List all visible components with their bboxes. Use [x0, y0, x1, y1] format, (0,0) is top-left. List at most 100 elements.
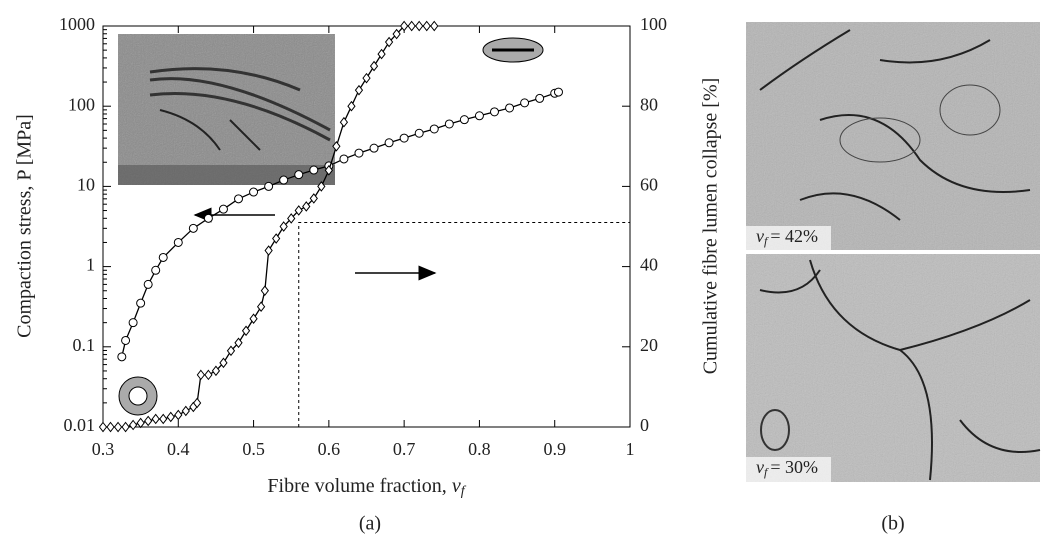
point: [444, 119, 454, 129]
point: [324, 165, 333, 176]
x-tick-label: 1: [626, 439, 635, 459]
point: [226, 345, 236, 357]
point: [354, 84, 364, 96]
point: [128, 419, 138, 431]
point: [174, 409, 183, 421]
point: [474, 111, 484, 121]
series-line: [121, 91, 559, 357]
micrograph-bottom: [746, 254, 1041, 482]
point: [173, 237, 183, 247]
point: [489, 107, 499, 117]
y2-tick-label: 60: [640, 175, 658, 195]
point: [505, 103, 515, 113]
plot-frame: [102, 25, 631, 428]
point: [309, 165, 319, 175]
point: [136, 417, 145, 429]
point: [272, 233, 281, 244]
panel-label: (a): [359, 513, 381, 535]
point: [121, 421, 130, 433]
point: [204, 369, 213, 381]
point: [369, 60, 379, 72]
y2-tick-label: 100: [640, 14, 667, 34]
point: [294, 205, 303, 216]
point: [332, 140, 341, 152]
inset-image: [118, 34, 335, 185]
point: [459, 115, 469, 125]
guide-line: [298, 221, 630, 427]
point: [117, 352, 127, 362]
point: [106, 421, 115, 433]
point: [414, 128, 424, 138]
point: [211, 365, 221, 377]
point: [143, 279, 153, 289]
point: [317, 181, 326, 192]
point: [369, 143, 379, 153]
point: [151, 265, 161, 275]
point: [121, 335, 131, 345]
point: [339, 154, 349, 164]
point: [196, 369, 206, 381]
x-tick-label: 0.5: [242, 439, 265, 459]
y2-tick-label: 40: [640, 255, 658, 275]
point: [377, 48, 386, 60]
point: [144, 415, 153, 427]
point: [279, 221, 288, 232]
micrograph-top: [746, 22, 1040, 250]
point: [400, 20, 409, 32]
point: [166, 411, 175, 423]
point: [553, 87, 563, 97]
point: [264, 181, 274, 191]
x-tick-label: 0.7: [393, 439, 416, 459]
point: [339, 116, 349, 128]
y2-tick-label: 80: [640, 94, 658, 114]
point: [362, 72, 371, 84]
point: [279, 175, 289, 185]
point: [347, 100, 356, 112]
y-axis-label: Compaction stress, P [MPa]: [14, 114, 36, 338]
point: [203, 213, 213, 223]
point: [415, 20, 424, 32]
point: [384, 138, 394, 148]
x-tick-label: 0.6: [318, 439, 341, 459]
x-tick-label: 0.3: [92, 439, 115, 459]
point: [151, 413, 160, 425]
point: [188, 223, 198, 233]
point: [128, 318, 138, 328]
icon-ring-hole: [128, 386, 148, 406]
y-tick-label: 10: [77, 175, 95, 195]
point: [302, 201, 311, 212]
y-tick-label: 0.01: [64, 415, 96, 435]
point: [520, 98, 530, 108]
point: [535, 93, 545, 103]
point: [354, 148, 364, 158]
point: [264, 245, 273, 256]
point: [234, 337, 243, 349]
point: [392, 28, 401, 40]
y2-axis-label: Cumulative fibre lumen collapse [%]: [700, 78, 722, 375]
point: [192, 397, 202, 409]
y2-tick-label: 20: [640, 335, 658, 355]
point: [407, 20, 416, 32]
y-tick-label: 0.1: [73, 335, 96, 355]
point: [430, 20, 439, 32]
point: [384, 36, 394, 48]
y-tick-label: 1: [86, 255, 95, 275]
x-tick-label: 0.8: [468, 439, 491, 459]
image-label: vf = 42%: [756, 226, 818, 248]
y2-tick-label: 0: [640, 415, 649, 435]
y-tick-label: 1000: [59, 14, 95, 34]
point: [249, 187, 259, 197]
image-label: vf = 30%: [756, 457, 818, 479]
point: [241, 325, 251, 337]
point: [287, 213, 296, 224]
point: [159, 413, 168, 425]
point: [219, 357, 228, 369]
point: [429, 124, 439, 134]
point: [256, 301, 266, 313]
point: [158, 252, 168, 262]
point: [218, 204, 228, 214]
point: [422, 20, 431, 32]
point: [234, 194, 244, 204]
x-axis-label: Fibre volume fraction, vf: [267, 475, 466, 500]
